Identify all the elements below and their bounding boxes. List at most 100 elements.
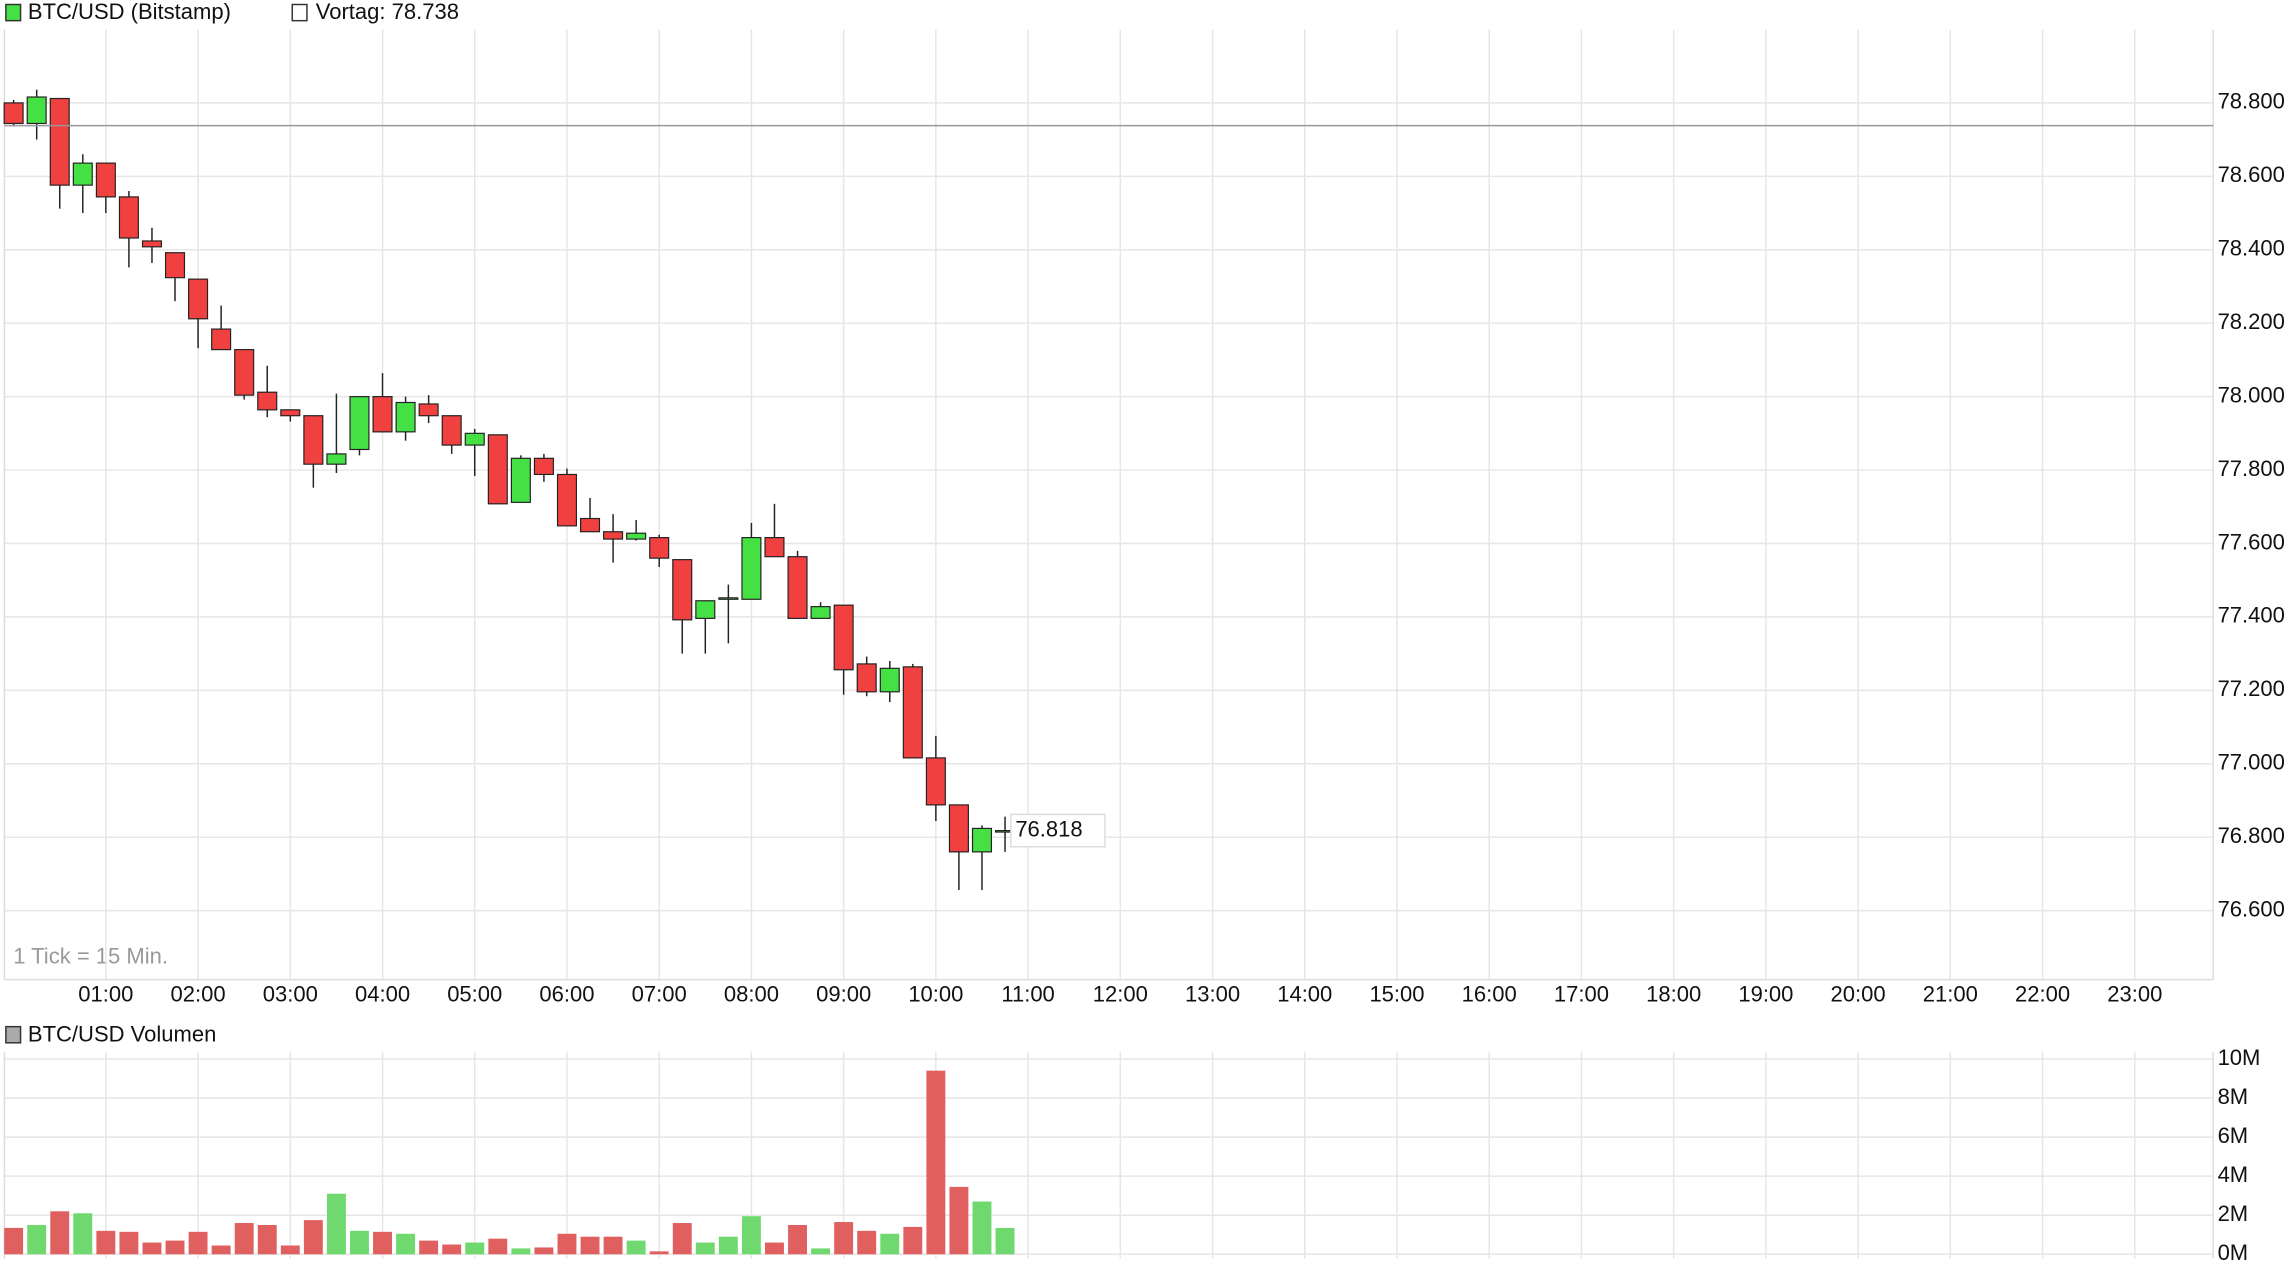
volume-bar: [857, 1230, 877, 1255]
x-tick-label: 14:00: [1277, 982, 1332, 1007]
candle-body: [95, 162, 116, 198]
candle-body: [672, 559, 693, 621]
volume-bar: [234, 1223, 254, 1255]
x-tick-label: 23:00: [2107, 982, 2162, 1007]
candle-body: [764, 537, 785, 558]
candle-body: [556, 473, 578, 527]
x-tick-label: 07:00: [632, 982, 687, 1007]
volume-bar: [142, 1242, 162, 1255]
x-tick-label: 19:00: [1738, 982, 1793, 1007]
candle-body: [234, 349, 255, 396]
volume-bar: [4, 1227, 24, 1255]
x-tick-label: 01:00: [78, 982, 133, 1007]
volume-bar: [903, 1226, 923, 1255]
volume-bar: [511, 1248, 531, 1255]
candle-body: [464, 432, 485, 446]
candle-body: [787, 556, 808, 619]
y-tick-label: 78.800: [2218, 89, 2285, 114]
volume-bar: [303, 1220, 323, 1255]
candle-body: [3, 102, 24, 125]
candle-body: [971, 827, 993, 853]
candle-body: [395, 401, 416, 433]
x-tick-label: 22:00: [2015, 982, 2070, 1007]
volume-bar: [811, 1248, 831, 1255]
y-tick-label: 76.600: [2218, 896, 2285, 921]
y-tick-label: 77.200: [2218, 676, 2285, 701]
y-tick-label: 2M: [2218, 1201, 2249, 1226]
y-tick-label: 0M: [2218, 1240, 2249, 1265]
volume-bar: [741, 1216, 761, 1255]
volume-bar: [949, 1186, 969, 1255]
candle-body: [280, 409, 301, 417]
legend-swatch: [5, 1025, 22, 1044]
y-tick-label: 77.800: [2218, 456, 2285, 481]
candle-body: [510, 457, 531, 503]
volume-bar: [603, 1236, 623, 1255]
volume-bar: [557, 1233, 577, 1255]
volume-bar: [672, 1223, 692, 1255]
candle-body: [118, 196, 139, 239]
y-tick-label: 10M: [2218, 1045, 2261, 1070]
x-tick-label: 09:00: [816, 982, 871, 1007]
volume-bar: [995, 1227, 1015, 1255]
y-tick-label: 78.200: [2218, 309, 2285, 334]
volume-bar: [649, 1251, 669, 1255]
y-tick-label: 8M: [2218, 1084, 2249, 1109]
volume-bar: [373, 1231, 392, 1255]
x-tick-label: 20:00: [1831, 982, 1886, 1007]
volume-bar: [626, 1240, 646, 1255]
x-tick-label: 16:00: [1462, 982, 1517, 1007]
candle-body: [741, 537, 762, 600]
candle-body: [810, 606, 831, 619]
candle-body: [948, 804, 969, 853]
x-tick-label: 12:00: [1093, 982, 1148, 1007]
candle-body: [626, 532, 647, 540]
candle-body: [49, 97, 70, 186]
y-tick-label: 77.400: [2218, 603, 2285, 628]
volume-bar: [96, 1230, 116, 1255]
candle-body: [579, 517, 601, 533]
legend-label: BTC/USD (Bitstamp): [28, 0, 231, 24]
volume-bar: [718, 1236, 738, 1255]
candle-body: [533, 457, 554, 476]
last-price-label: 76.818: [1015, 816, 1082, 841]
candle-body: [26, 96, 47, 125]
candle-body: [441, 415, 462, 446]
candle-body: [925, 757, 946, 806]
volume-bar: [119, 1231, 139, 1255]
x-tick-label: 13:00: [1185, 982, 1240, 1007]
volume-bar: [580, 1236, 600, 1255]
candle-body: [649, 537, 670, 559]
candle-body: [418, 403, 439, 417]
candle-body: [164, 252, 186, 279]
y-tick-label: 78.000: [2218, 382, 2285, 407]
volume-bar: [73, 1213, 93, 1255]
x-tick-label: 08:00: [724, 982, 779, 1007]
x-tick-label: 02:00: [171, 982, 226, 1007]
x-tick-label: 21:00: [1923, 982, 1978, 1007]
x-tick-label: 17:00: [1554, 982, 1609, 1007]
volume-bar: [765, 1242, 784, 1255]
volume-bar: [880, 1233, 900, 1255]
reference-swatch: [291, 3, 308, 22]
volume-bar: [257, 1224, 277, 1255]
volume-bar: [926, 1070, 946, 1255]
volume-bar: [419, 1240, 439, 1255]
volume-bar: [465, 1242, 485, 1255]
candle-body: [695, 600, 716, 619]
candle-body: [349, 396, 370, 451]
legend-swatch: [5, 3, 22, 22]
volume-bar: [972, 1201, 992, 1255]
volume-bar: [211, 1245, 231, 1255]
y-tick-label: 78.600: [2218, 162, 2285, 187]
volume-bar: [488, 1238, 508, 1255]
candle-body: [879, 667, 900, 693]
tick-note: 1 Tick = 15 Min.: [13, 943, 168, 968]
candle-body: [303, 415, 324, 465]
y-tick-label: 6M: [2218, 1123, 2249, 1148]
candle-body: [487, 434, 508, 505]
volume-bar: [27, 1224, 47, 1255]
last-price-box: [1010, 813, 1106, 848]
